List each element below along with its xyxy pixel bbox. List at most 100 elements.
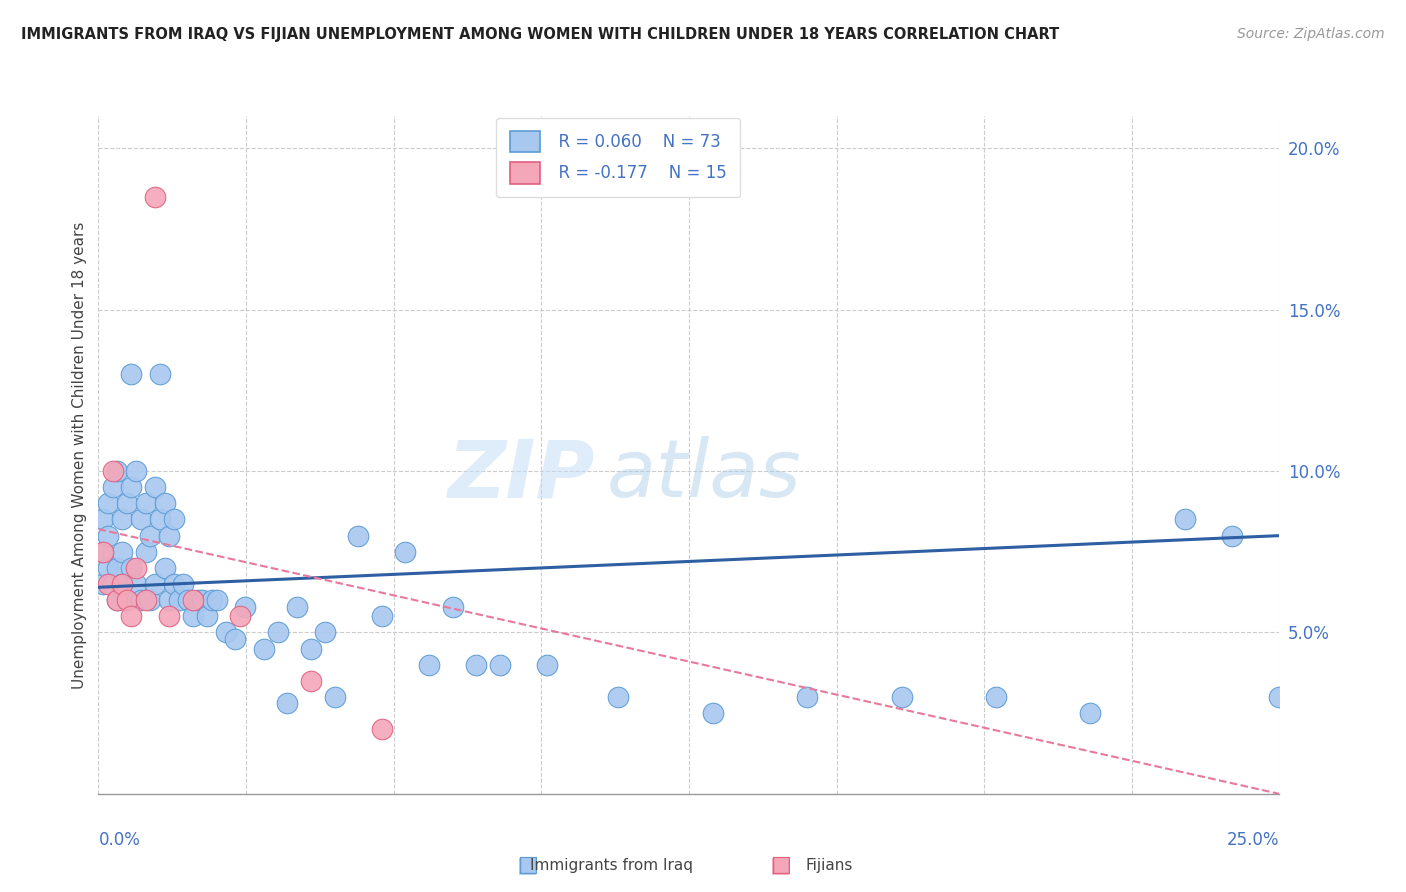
Point [323, 690, 346, 704]
Point [121, 609, 143, 624]
Text: Immigrants from Iraq: Immigrants from Iraq [530, 858, 693, 872]
Point [224, 632, 246, 646]
Point [181, 593, 204, 607]
Point [205, 593, 228, 607]
Point [135, 496, 157, 510]
Point [105, 593, 128, 607]
Point [139, 593, 162, 607]
Text: IMMIGRANTS FROM IRAQ VS FIJIAN UNEMPLOYMENT AMONG WOMEN WITH CHILDREN UNDER 18 Y: IMMIGRANTS FROM IRAQ VS FIJIAN UNEMPLOYM… [21, 27, 1059, 42]
Point [536, 657, 558, 672]
Text: ■: ■ [770, 855, 790, 875]
Point [111, 545, 134, 559]
Point [121, 561, 143, 575]
Point [371, 609, 394, 624]
Point [285, 599, 308, 614]
Point [105, 593, 128, 607]
Point [125, 561, 148, 575]
Point [125, 577, 148, 591]
Point [129, 593, 152, 607]
Point [115, 593, 138, 607]
Point [157, 528, 180, 542]
Point [111, 577, 134, 591]
Text: atlas: atlas [606, 436, 801, 515]
Point [149, 368, 172, 382]
Point [157, 593, 180, 607]
Text: Fijians: Fijians [806, 858, 853, 872]
Point [139, 528, 162, 542]
Point [191, 593, 214, 607]
Point [101, 480, 124, 494]
Point [101, 464, 124, 478]
Text: Source: ZipAtlas.com: Source: ZipAtlas.com [1237, 27, 1385, 41]
Point [702, 706, 724, 721]
Point [195, 609, 218, 624]
Point [172, 577, 194, 591]
Point [347, 528, 370, 542]
Point [163, 577, 186, 591]
Point [1080, 706, 1102, 721]
Point [187, 593, 209, 607]
Legend:   R = 0.060    N = 73,   R = -0.177    N = 15: R = 0.060 N = 73, R = -0.177 N = 15 [496, 118, 740, 197]
Point [97, 496, 120, 510]
Point [177, 593, 200, 607]
Point [371, 723, 394, 737]
Point [181, 609, 204, 624]
Point [163, 512, 186, 526]
Point [143, 577, 166, 591]
Point [135, 593, 157, 607]
Text: 0.0%: 0.0% [98, 831, 141, 849]
Point [101, 577, 124, 591]
Point [121, 480, 143, 494]
Point [1220, 528, 1243, 542]
Point [91, 577, 114, 591]
Point [984, 690, 1007, 704]
Point [215, 625, 238, 640]
Point [299, 673, 322, 688]
Point [125, 464, 148, 478]
Point [1268, 690, 1291, 704]
Point [111, 577, 134, 591]
Point [91, 512, 114, 526]
Point [157, 609, 180, 624]
Point [115, 496, 138, 510]
Point [299, 641, 322, 656]
Point [441, 599, 464, 614]
Text: □: □ [772, 855, 792, 875]
Point [276, 697, 298, 711]
Point [394, 545, 416, 559]
Point [135, 545, 157, 559]
Point [105, 561, 128, 575]
Text: ZIP: ZIP [447, 436, 595, 515]
Point [91, 545, 114, 559]
Point [418, 657, 440, 672]
Point [97, 577, 120, 591]
Point [143, 189, 166, 203]
Point [465, 657, 488, 672]
Point [153, 561, 176, 575]
Point [233, 599, 256, 614]
Point [97, 528, 120, 542]
Point [229, 609, 252, 624]
Text: ■: ■ [517, 855, 537, 875]
Point [105, 464, 128, 478]
Point [115, 593, 138, 607]
Point [153, 496, 176, 510]
Point [890, 690, 912, 704]
Point [253, 641, 276, 656]
Point [121, 368, 143, 382]
Point [314, 625, 336, 640]
Point [201, 593, 224, 607]
Point [267, 625, 290, 640]
Point [167, 593, 190, 607]
Point [129, 512, 152, 526]
Text: 25.0%: 25.0% [1227, 831, 1279, 849]
Point [91, 545, 114, 559]
Point [149, 512, 172, 526]
Text: □: □ [519, 855, 538, 875]
Point [607, 690, 630, 704]
Point [97, 561, 120, 575]
Y-axis label: Unemployment Among Women with Children Under 18 years: Unemployment Among Women with Children U… [72, 221, 87, 689]
Point [1174, 512, 1197, 526]
Point [489, 657, 512, 672]
Point [796, 690, 818, 704]
